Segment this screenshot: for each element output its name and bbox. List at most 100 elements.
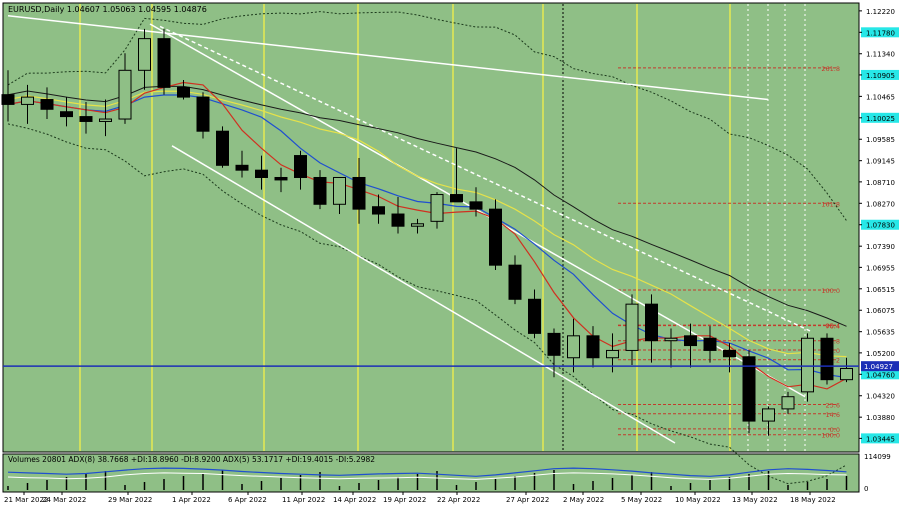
time-tick-label: 18 May 2022 (790, 496, 836, 504)
bollinger-upper (7, 11, 847, 221)
price-tick-label: 1.04320 (866, 393, 895, 401)
candle-body (235, 164, 249, 171)
candle-body (313, 176, 327, 205)
time-tick-label: 24 Mar 2022 (42, 496, 86, 504)
price-tick-label: 1.04760 (866, 371, 895, 379)
price-tick-label: 1.06955 (866, 264, 895, 272)
vertical-session-lines (79, 4, 806, 451)
candle-body (177, 86, 190, 98)
bollinger-bands (7, 11, 847, 485)
candle-body (372, 206, 385, 215)
ma-black (7, 85, 847, 327)
time-tick-label: 11 Apr 2022 (282, 496, 325, 504)
candle-body (411, 223, 424, 227)
time-tick-label: 5 May 2022 (621, 496, 662, 504)
adx5-line (7, 467, 847, 477)
fib-level-label: 261.8 (821, 65, 840, 73)
candle-body (801, 337, 814, 393)
indicator-header: Volumes 20801 ADX(8) 38.7668 +DI:18.8960… (8, 455, 375, 464)
price-tick-label: 1.03445 (866, 435, 895, 443)
candle-body (762, 408, 775, 422)
price-tick-label: 1.06515 (866, 286, 895, 294)
candle-body (99, 118, 112, 122)
time-tick-label: 10 May 2022 (675, 496, 721, 504)
candle-body (684, 335, 697, 347)
time-tick-label: 29 Mar 2022 (108, 496, 152, 504)
candle-body (196, 96, 210, 132)
indicator-max-label: 114099 (864, 453, 891, 461)
candle-body (138, 38, 151, 71)
candle-body (352, 176, 366, 210)
price-label-highlight (861, 219, 899, 230)
fib-level-label: 0.0 (830, 426, 840, 434)
long-resistance-line (7, 14, 769, 101)
price-tick-label: 1.10465 (866, 93, 895, 101)
symbol-header: EURUSD,Daily 1.04607 1.05063 1.04595 1.0… (8, 5, 207, 14)
fib-level-label: 76.4 (826, 323, 840, 331)
price-label-highlight (861, 433, 899, 444)
candle-body (391, 213, 405, 227)
candle-body (274, 176, 288, 181)
fib-level-label: 23.6 (826, 402, 840, 410)
candle-body (21, 96, 34, 105)
candle-body (840, 367, 853, 381)
price-label-highlight (861, 369, 899, 380)
adx8-line (7, 472, 847, 480)
fib-level-label: 14.6 (826, 411, 840, 419)
time-tick-label: 6 Apr 2022 (228, 496, 267, 504)
fib-level-label: 100.0 (821, 432, 840, 440)
upper-parallel-line (159, 25, 811, 332)
time-tick-label: 2 May 2022 (563, 496, 604, 504)
price-label-highlight (861, 69, 899, 80)
candle-body (567, 335, 580, 359)
price-tick-label: 1.05200 (866, 350, 895, 358)
price-tick-label: 1.10025 (866, 115, 895, 123)
time-tick-label: 1 Apr 2022 (172, 496, 211, 504)
price-tick-label: 1.12220 (866, 8, 895, 16)
price-axis-background (860, 0, 900, 506)
fib-level-label: 100.0 (821, 287, 840, 295)
candle-body (586, 335, 600, 359)
candle-body (645, 303, 658, 342)
channel-lower-line (171, 145, 676, 444)
candle-body (781, 396, 795, 410)
bollinger-lower (7, 123, 847, 485)
time-tick-label: 22 Apr 2022 (437, 496, 480, 504)
price-tick-label: 1.11340 (866, 51, 895, 59)
price-tick-label: 1.08270 (866, 200, 895, 208)
price-tick-label: 1.07390 (866, 243, 895, 251)
fib-level-label: 161.8 (821, 200, 840, 208)
price-tick-label: 1.08710 (866, 179, 895, 187)
ma-red (7, 81, 847, 390)
price-tick-label: 1.11780 (866, 29, 895, 37)
candle-body (820, 337, 834, 381)
candle-body (528, 298, 541, 334)
candle-body (118, 69, 132, 120)
time-tick-label: 27 Apr 2022 (506, 496, 549, 504)
fib-level-label: 85.4 (826, 322, 840, 330)
candle-body (469, 201, 483, 210)
candle-body (450, 194, 463, 203)
candle-body (40, 99, 54, 110)
candle-body (255, 169, 268, 178)
candle-body (723, 349, 736, 358)
candle-body (216, 130, 229, 166)
candle-body (60, 111, 73, 118)
candle-body (664, 337, 678, 342)
current-price-label: 1.04927 (864, 363, 893, 371)
candle-body (79, 116, 93, 122)
candle-body (742, 356, 756, 422)
time-tick-label: 21 Mar 2022 (4, 496, 48, 504)
candle-body (547, 332, 561, 356)
candle-body (508, 264, 522, 300)
price-tick-label: 1.03880 (866, 414, 895, 422)
trend-lines (7, 14, 811, 444)
candle-body (157, 38, 171, 88)
price-tick-label: 1.10905 (866, 72, 895, 80)
time-tick-label: 14 Apr 2022 (333, 496, 376, 504)
channel-upper-line (149, 23, 806, 398)
candle-body (703, 337, 717, 351)
price-tick-label: 1.09145 (866, 158, 895, 166)
